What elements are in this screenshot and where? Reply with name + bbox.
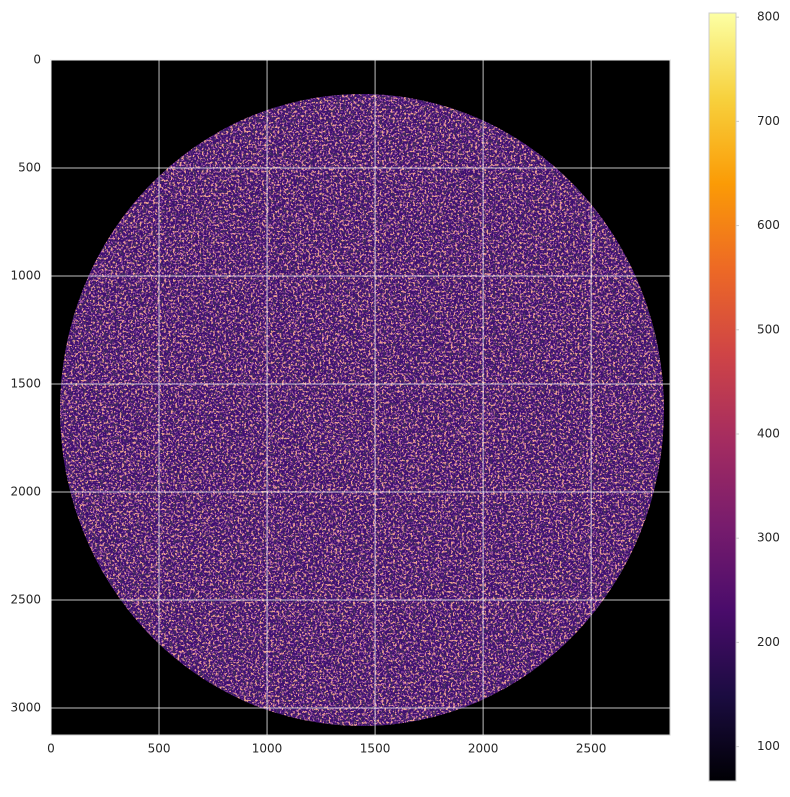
y-tick-label: 2000 (10, 485, 41, 499)
colorbar-tick-label: 600 (757, 218, 780, 232)
x-tick-label: 500 (148, 742, 171, 756)
y-tick-label: 3000 (10, 701, 41, 715)
x-tick-label: 0 (47, 742, 55, 756)
y-tick-label: 2500 (10, 593, 41, 607)
x-tick-label: 1500 (360, 742, 391, 756)
y-tick-label: 500 (18, 161, 41, 175)
colorbar-tick-label: 800 (757, 10, 780, 24)
plot-area (51, 60, 670, 735)
colorbar-tick-label: 500 (757, 322, 780, 336)
colorbar-tick-label: 700 (757, 114, 780, 128)
x-tick-label: 1000 (252, 742, 283, 756)
x-tick-label: 2000 (468, 742, 499, 756)
x-tick-label: 2500 (576, 742, 607, 756)
colorbar-tick-label: 200 (757, 635, 780, 649)
y-tick-label: 1500 (10, 377, 41, 391)
tissue-image (60, 94, 664, 726)
colorbar-tick-label: 300 (757, 531, 780, 545)
colorbar-tick-label: 100 (757, 739, 780, 753)
colorbar (708, 12, 737, 782)
colorbar-tick-label: 400 (757, 426, 780, 440)
y-tick-label: 0 (33, 53, 41, 67)
y-tick-label: 1000 (10, 269, 41, 283)
